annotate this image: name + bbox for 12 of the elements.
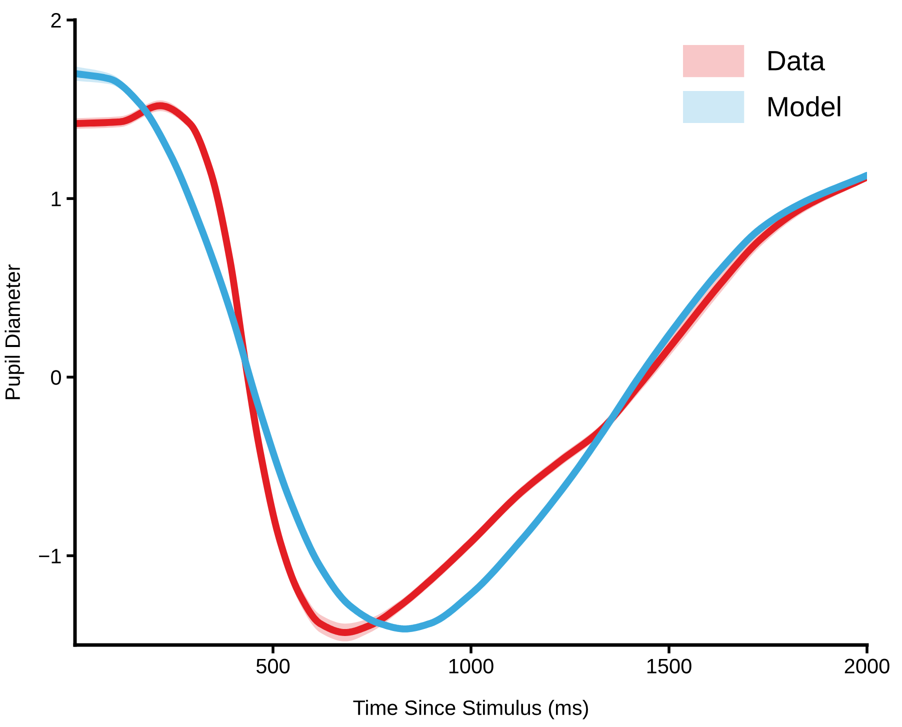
y-tick-label: 2	[51, 13, 61, 28]
y-tick-label: 0	[51, 370, 61, 385]
legend-label: Data	[768, 51, 826, 71]
x-tick-label: 1000	[449, 658, 494, 674]
x-tick-label: 2000	[844, 658, 890, 674]
x-tick-label: 1500	[647, 658, 692, 674]
x-axis-title: Time Since Stimulus (ms)	[353, 700, 588, 720]
legend-label: Model	[768, 96, 840, 117]
y-tick-label: 1	[52, 192, 61, 206]
y-tick-label: −1	[39, 548, 61, 564]
x-tick-label: 500	[256, 658, 290, 674]
y-axis-title: Pupil Diameter	[4, 264, 24, 400]
